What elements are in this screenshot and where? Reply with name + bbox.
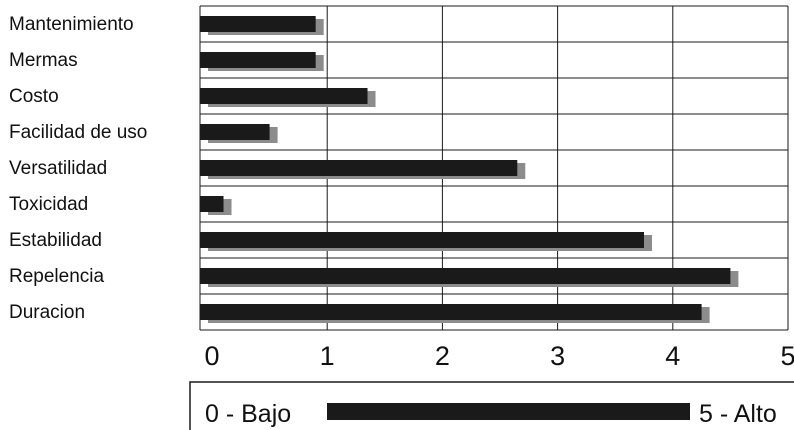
bar xyxy=(200,16,316,32)
bar xyxy=(200,88,368,104)
bar xyxy=(200,304,702,320)
category-label: Mantenimiento xyxy=(9,14,134,35)
category-label: Toxicidad xyxy=(9,194,88,215)
category-label: Duracion xyxy=(9,302,85,323)
x-tick-label: 2 xyxy=(435,341,450,371)
legend-bar-swatch xyxy=(327,403,690,420)
x-tick-label: 3 xyxy=(550,341,565,371)
legend-low-label: 0 - Bajo xyxy=(205,400,291,428)
bars-group xyxy=(200,16,739,323)
category-label: Facilidad de uso xyxy=(9,122,147,143)
x-tick-label: 0 xyxy=(204,341,219,371)
legend-high-label: 5 - Alto xyxy=(699,400,777,428)
bar xyxy=(200,196,224,212)
bar xyxy=(200,52,316,68)
x-tick-label: 1 xyxy=(320,341,335,371)
category-label: Estabilidad xyxy=(9,230,102,251)
category-label: Versatilidad xyxy=(9,158,107,179)
x-tick-label: 5 xyxy=(780,341,794,371)
x-tick-label: 4 xyxy=(665,341,680,371)
bar xyxy=(200,160,518,176)
category-labels: Mantenimiento Mermas Costo Facilidad de uso… xyxy=(9,14,147,323)
category-label: Mermas xyxy=(9,50,78,71)
x-tick-labels: 0 1 2 3 4 5 xyxy=(204,341,794,371)
category-label: Costo xyxy=(9,86,59,107)
bar xyxy=(200,124,270,140)
bar xyxy=(200,268,731,284)
legend: 0 - Bajo 5 - Alto xyxy=(189,381,794,430)
category-label: Repelencia xyxy=(9,266,104,287)
bar xyxy=(200,232,644,248)
